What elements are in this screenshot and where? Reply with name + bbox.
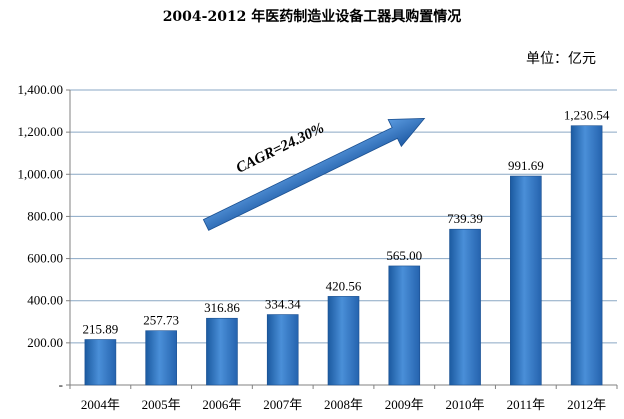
data-label: 316.86 <box>204 300 240 315</box>
x-tick-label: 2008年 <box>324 397 363 412</box>
x-tick-label: 2005年 <box>142 397 181 412</box>
y-tick-label: 800.00 <box>27 208 63 223</box>
data-label: 420.56 <box>326 278 362 293</box>
chart-title: 2004-2012 年医药制造业设备工器具购置情况 <box>163 8 462 25</box>
cagr-arrow <box>202 118 426 231</box>
x-tick-label: 2011年 <box>507 397 546 412</box>
x-tick-labels: 2004年 2005年 2006年 2007年 2008年 2009年 2010年 2011年… <box>81 397 606 412</box>
data-label: 257.73 <box>143 313 179 328</box>
cagr-arrow-icon <box>202 118 426 231</box>
y-tick-label: 1,200.00 <box>18 124 64 139</box>
y-tick-labels: - 200.00 400.00 600.00 800.00 1,000.00 1,200.0… <box>18 82 64 392</box>
x-tick-label: 2004年 <box>81 397 120 412</box>
data-label: 334.34 <box>265 297 301 312</box>
data-label: 215.89 <box>83 322 119 337</box>
gridlines <box>70 89 617 344</box>
x-tick-label: 2006年 <box>202 397 241 412</box>
bar <box>570 125 603 386</box>
y-tick-label: 200.00 <box>27 335 63 350</box>
x-tick-label: 2007年 <box>263 397 302 412</box>
bar <box>510 175 542 386</box>
y-tick-label: 400.00 <box>27 293 63 308</box>
bar <box>266 314 299 386</box>
data-label: 991.69 <box>508 158 544 173</box>
bar <box>388 265 421 386</box>
y-tick-label: 1,400.00 <box>18 82 64 97</box>
data-label: 565.00 <box>386 248 422 263</box>
y-tick-label: 600.00 <box>27 251 63 266</box>
bars <box>84 125 603 386</box>
data-labels: 215.89 257.73 316.86 334.34 420.56 565.00 739.… <box>83 108 610 337</box>
x-tick-label: 2012年 <box>567 397 606 412</box>
bar <box>145 330 177 386</box>
bar <box>206 317 238 386</box>
x-tick-label: 2010年 <box>446 397 485 412</box>
bar <box>84 339 117 386</box>
x-tick-label: 2009年 <box>385 397 424 412</box>
unit-label: 单位：亿元 <box>526 51 596 67</box>
data-label: 1,230.54 <box>564 108 610 123</box>
y-tick-label: 1,000.00 <box>18 166 64 181</box>
data-label: 739.39 <box>447 211 483 226</box>
y-tick-label: - <box>59 377 63 392</box>
bar <box>449 228 481 386</box>
bar <box>327 296 360 386</box>
